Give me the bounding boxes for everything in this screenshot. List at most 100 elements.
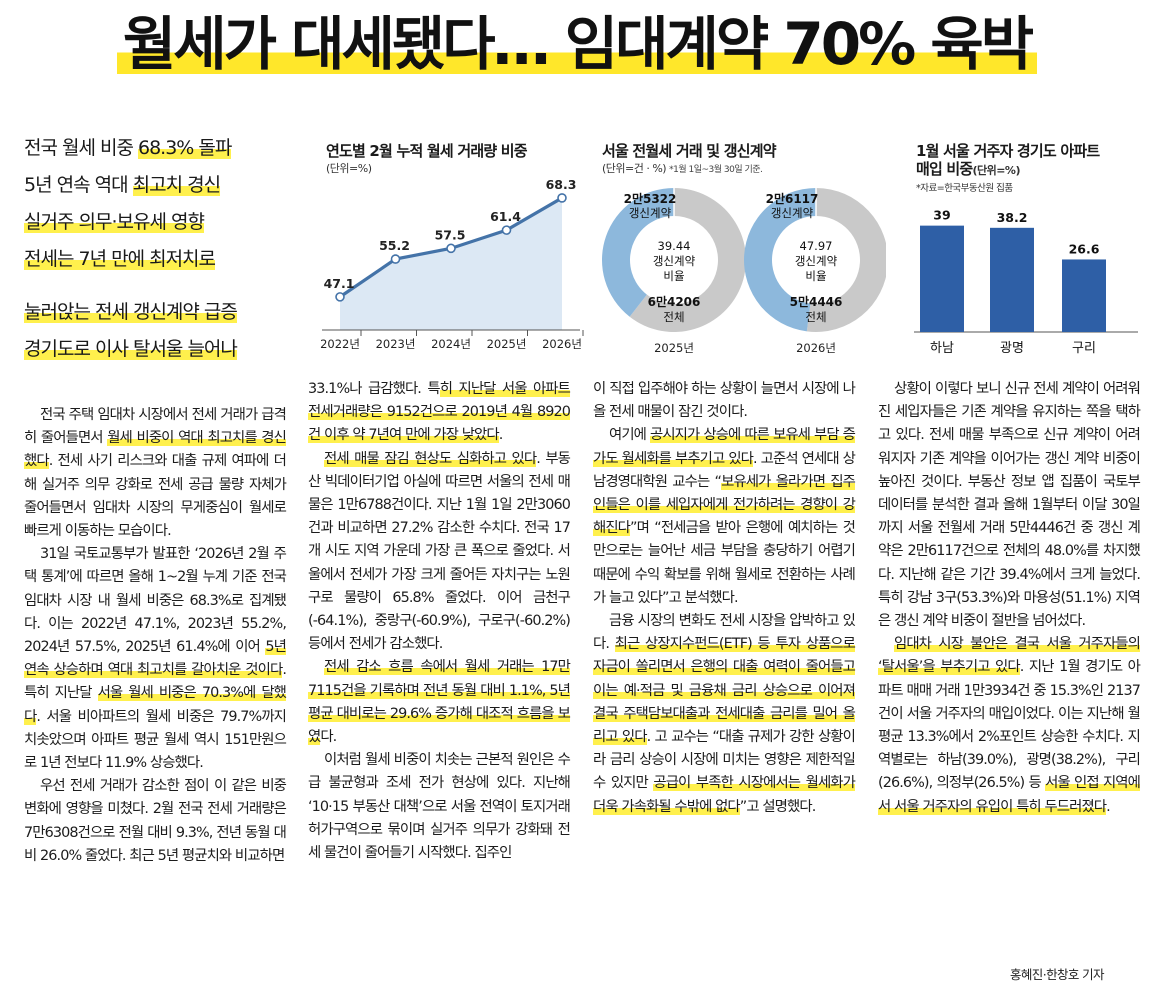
chart2-total-label: 전체 <box>805 310 826 324</box>
article-column-1: 전국 주택 임대차 시장에서 전세 거래가 급격히 줄어들면서 월세 비중이 역… <box>24 404 287 868</box>
article-paragraph: 우선 전세 거래가 감소한 점이 이 같은 비중 변화에 영향을 미쳤다. 2월… <box>24 775 287 868</box>
chart3-plot: 39 하남 38.2 광명 26.6 구리 <box>914 208 1138 356</box>
chart1-tick-label: 2023년 <box>376 337 416 351</box>
highlighted-text: 68.3% 돌파 <box>138 137 232 159</box>
article-paragraph: 전국 주택 임대차 시장에서 전세 거래가 급격히 줄어들면서 월세 비중이 역… <box>24 404 287 543</box>
chart3-title1: 1월 서울 거주자 경기도 아파트 <box>916 142 1100 160</box>
subheadline: 눌러앉는 전세 갱신계약 급증 <box>24 294 294 331</box>
text-run: 여기에 <box>609 427 650 444</box>
headline-area: 월세가 대세됐다… 임대계약 70% 육박 <box>0 0 1154 90</box>
highlighted-text: 최고치 경신 <box>132 174 221 196</box>
chart2-total-count: 5만4446 <box>790 294 843 309</box>
text-run: . 특히 지난달 <box>24 662 287 702</box>
text-run: . 고 교수는 “대출 규제가 강한 상황이라 금리 상승이 시장에 미치는 영… <box>593 729 856 792</box>
headline: 월세가 대세됐다… 임대계약 70% 육박 <box>116 8 1038 80</box>
byline: 홍혜진·한창호 기자 <box>1010 967 1105 982</box>
text-run: . <box>498 427 504 444</box>
chart1-title: 연도별 2월 누적 월세 거래량 비중 <box>326 142 528 160</box>
chart1-data-label: 68.3 <box>546 180 577 192</box>
chart1-point <box>501 225 512 235</box>
article-paragraph: 금융 시장의 변화도 전세 시장을 압박하고 있다. 최근 상장지수펀드(ETF… <box>593 610 856 819</box>
chart3-source: *자료=한국부동산원 집품 <box>916 183 1013 194</box>
subheadline: 경기도로 이사 탈서울 늘어나 <box>24 331 294 368</box>
chart2-title: 서울 전월세 거래 및 갱신계약 <box>602 142 777 160</box>
chart3-tick-label: 하남 <box>930 341 954 356</box>
chart2-year-label: 2026년 <box>796 341 836 355</box>
text-run: 31일 국토교통부가 발표한 ‘2026년 2월 주택 통계’에 따르면 올해 … <box>24 546 287 656</box>
chart1-plot: 47.1 2022년 55.2 2023년 57.5 2024년 61.4 2025년 68.3… <box>320 180 584 351</box>
text-run: ”고 설명했다. <box>739 798 817 815</box>
chart1-point <box>390 254 401 264</box>
chart2-renewal-label: 갱신계약 <box>629 206 672 220</box>
text-run: 우선 전세 거래가 감소한 점이 이 같은 비중 변화에 영향을 미쳤다. 2월… <box>24 778 287 864</box>
subheadline: 5년 연속 역대 최고치 경신 <box>24 167 294 204</box>
renewal-contract-chart: 서울 전월세 거래 및 갱신계약 (단위=건 · %) *1월 1일~3월 30… <box>596 142 886 362</box>
highlighted-text: 전세 감소 흐름 속에서 월세 거래는 17만7115건을 기록하며 전년 동월… <box>308 659 571 746</box>
chart3-bar <box>920 225 964 332</box>
text-run: 전국 주택 임대차 시장에서 전세 거래가 급격히 줄어들면서 <box>24 407 287 447</box>
text-run: . 서울 비아파트의 월세 비중은 79.7%까지 치솟았으며 아파트 평균 월… <box>24 708 287 772</box>
chart2-center-value: 39.44 <box>658 239 691 253</box>
chart2-total-count: 6만4206 <box>648 294 701 309</box>
chart2-center-value: 47.97 <box>800 239 833 253</box>
article-column-2: 33.1%나 급감했다. 특히 지난달 서울 아파트 전세거래량은 9152건으… <box>308 378 571 865</box>
chart1-point <box>446 243 456 254</box>
chart3-bar <box>990 227 1034 332</box>
chart2-slice-renewal <box>744 188 816 332</box>
subheadlines: 전국 월세 비중 68.3% 돌파 5년 연속 역대 최고치 경신 실거주 의무·보… <box>24 130 294 368</box>
chart1-tick-label: 2025년 <box>487 337 527 351</box>
highlighted-text: 전세는 7년 만에 최저치로 <box>24 248 216 270</box>
article-paragraph: 33.1%나 급감했다. 특히 지난달 서울 아파트 전세거래량은 9152건으… <box>308 378 571 448</box>
article-paragraph: 상황이 이렇다 보니 신규 전세 계약이 어려워진 세입자들은 기존 계약을 유… <box>878 378 1141 633</box>
chart1-data-label: 47.1 <box>324 276 355 291</box>
chart1-unit: (단위=%) <box>326 162 372 175</box>
chart2-slice-rest <box>806 188 886 332</box>
article-paragraph: 31일 국토교통부가 발표한 ‘2026년 2월 주택 통계’에 따르면 올해 … <box>24 543 287 775</box>
article-paragraph: 전세 매물 잠김 현상도 심화하고 있다. 부동산 빅데이터기업 아실에 따르면… <box>308 448 571 657</box>
chart1-tick-label: 2022년 <box>320 337 360 351</box>
chart2-renewal-count: 2만5322 <box>624 191 677 206</box>
article-paragraph: 이 직접 입주해야 하는 상황이 늘면서 시장에 나올 전세 매물이 잠긴 것이… <box>593 378 856 424</box>
chart1-data-label: 55.2 <box>379 238 410 253</box>
chart2-renewal-label: 갱신계약 <box>771 206 814 220</box>
chart3-data-label: 39 <box>933 208 950 223</box>
text-run: . <box>1106 798 1111 815</box>
article-paragraph: 여기에 공시지가 상승에 따른 보유세 부담 증가도 월세화를 부추기고 있다.… <box>593 424 856 610</box>
chart3-data-label: 26.6 <box>1069 241 1100 256</box>
chart1-tick-label: 2026년 <box>542 337 582 351</box>
text-run: . 고준석 연세대 상남경영대학원 교수는 “ <box>593 450 856 490</box>
text-run: 전국 월세 비중 <box>24 137 138 159</box>
chart2-renewal-count: 2만6117 <box>766 191 819 206</box>
gyeonggi-purchase-chart: 1월 서울 거주자 경기도 아파트 매입 비중(단위=%) *자료=한국부동산원… <box>906 142 1146 362</box>
article-column-3: 이 직접 입주해야 하는 상황이 늘면서 시장에 나올 전세 매물이 잠긴 것이… <box>593 378 856 819</box>
chart2-center-label: 갱신계약 <box>653 254 696 268</box>
chart2-center-label: 비율 <box>805 269 826 283</box>
chart1-point <box>335 292 345 302</box>
subheadline: 전국 월세 비중 68.3% 돌파 <box>24 130 294 167</box>
text-run: 33.1%나 급감했다. 특 <box>308 381 441 397</box>
chart2-total-label: 전체 <box>663 310 684 324</box>
chart2-year-label: 2025년 <box>654 341 694 355</box>
chart2-slice-renewal <box>602 188 674 317</box>
text-run: 금융 시장의 변화도 전세 시장을 압박하고 있다. <box>593 613 856 653</box>
highlighted-text: 실거주 의무·보유세 영향 <box>24 211 205 233</box>
monthly-rent-share-chart: 연도별 2월 누적 월세 거래량 비중 (단위=%) 47.1 2022년 55.2… <box>318 142 586 362</box>
chart2-unit: (단위=건 · %) *1월 1일~3월 30일 기준. <box>602 162 763 175</box>
text-run: 이 직접 입주해야 하는 상황이 늘면서 시장에 나올 전세 매물이 잠긴 것이… <box>593 381 856 421</box>
text-run: 5년 연속 역대 <box>24 174 133 196</box>
text-run: 상황이 이렇다 보니 신규 전세 계약이 어려워진 세입자들은 기존 계약을 유… <box>878 381 1141 630</box>
article-column-4: 상황이 이렇다 보니 신규 전세 계약이 어려워진 세입자들은 기존 계약을 유… <box>878 378 1141 819</box>
chart1-point <box>557 193 567 203</box>
chart1-tick-label: 2024년 <box>431 337 471 351</box>
chart2-center-label: 갱신계약 <box>795 254 838 268</box>
text-run: . 지난 1월 경기도 아파트 매매 거래 1만3934건 중 15.3%인 2… <box>878 659 1141 792</box>
chart3-tick-label: 광명 <box>1000 341 1024 356</box>
chart2-center-label: 비율 <box>663 269 684 283</box>
chart1-data-label: 61.4 <box>490 209 521 224</box>
highlighted-text: 눌러앉는 전세 갱신계약 급증 <box>24 301 238 323</box>
article-paragraph: 전세 감소 흐름 속에서 월세 거래는 17만7115건을 기록하며 전년 동월… <box>308 656 571 749</box>
chart2-plot: 2만5322갱신계약39.44갱신계약비율6만4206전체2025년2만6117… <box>602 188 886 355</box>
text-run: ”며 “전세금을 받아 은행에 예치하는 것만으로는 늘어난 세금 부담을 충당… <box>593 520 856 606</box>
text-run: . 부동산 빅데이터기업 아실에 따르면 서울의 전세 매물은 1만6788건이… <box>308 450 571 653</box>
subheadline: 전세는 7년 만에 최저치로 <box>24 241 294 278</box>
